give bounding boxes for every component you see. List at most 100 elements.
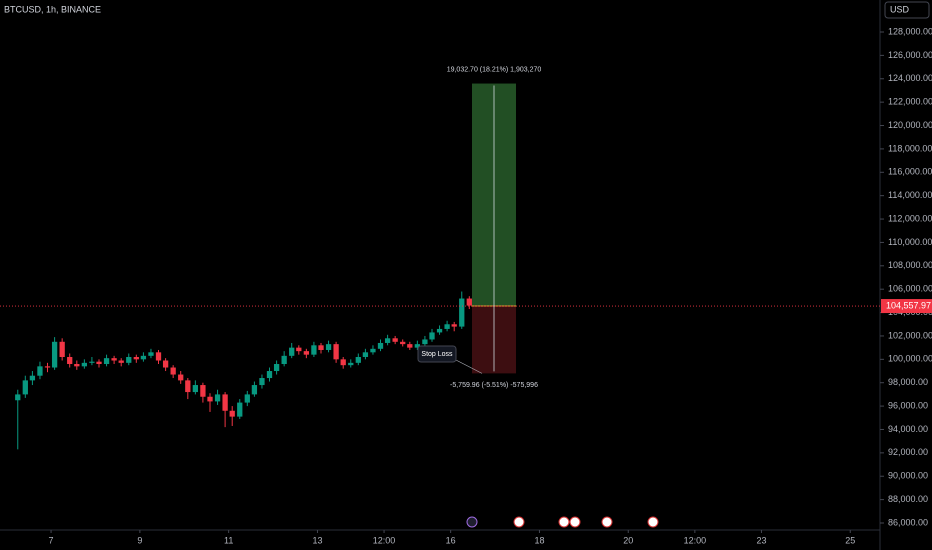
candle-body — [348, 362, 354, 366]
y-tick-label: 122,000.00 — [888, 97, 932, 107]
x-tick-label: 18 — [534, 535, 544, 545]
event-icon[interactable] — [513, 516, 525, 528]
y-tick-label: 120,000.00 — [888, 120, 932, 130]
x-tick-label: 13 — [312, 535, 322, 545]
candle-body — [111, 358, 117, 361]
candle-body — [178, 374, 184, 381]
candle-body — [392, 338, 398, 342]
last-price-tag — [881, 299, 932, 314]
x-tick-label: 12:00 — [373, 535, 396, 545]
y-tick-label: 106,000.00 — [888, 284, 932, 294]
candle-body — [185, 380, 191, 393]
y-tick-label: 94,000.00 — [888, 424, 928, 434]
candle-body — [325, 344, 332, 350]
candle-body — [281, 355, 287, 365]
candle-body — [44, 366, 51, 368]
x-tick-label: 23 — [756, 535, 766, 545]
candle-body — [229, 410, 235, 417]
candle-body — [155, 352, 162, 361]
candle-body — [37, 366, 43, 376]
candle-body — [140, 355, 147, 360]
candle-body — [296, 347, 302, 352]
candle-body — [466, 298, 472, 306]
candle-body — [340, 359, 346, 366]
y-tick-label: 92,000.00 — [888, 447, 928, 457]
candle-body — [29, 375, 36, 381]
candle-body — [318, 345, 324, 350]
candle-body — [89, 361, 95, 363]
candle-body — [414, 344, 420, 348]
y-tick-label: 108,000.00 — [888, 260, 932, 270]
x-tick-label: 16 — [446, 535, 456, 545]
event-icons — [466, 516, 659, 528]
target-label: 19,032.70 (18.21%) 1,903,270 — [447, 66, 542, 73]
event-icon[interactable] — [558, 516, 570, 528]
candle-body — [59, 341, 65, 357]
y-tick-label: 118,000.00 — [888, 143, 932, 153]
candle-body — [207, 396, 213, 402]
event-icon[interactable] — [569, 516, 581, 528]
y-tick-label: 96,000.00 — [888, 400, 928, 410]
candle-body — [259, 378, 265, 386]
y-tick-label: 126,000.00 — [888, 50, 932, 60]
x-tick-label: 20 — [623, 535, 633, 545]
x-tick-label: 11 — [224, 535, 233, 545]
candle-body — [244, 394, 250, 403]
stop-pointer — [451, 357, 483, 374]
candle-body — [214, 394, 221, 402]
candle-body — [311, 345, 317, 355]
candle-body — [222, 394, 228, 411]
symbol-title: BTCUSD, 1h, BINANCE — [4, 4, 101, 14]
candle-body — [237, 402, 243, 417]
candle-body — [200, 385, 206, 397]
event-icon[interactable] — [601, 516, 613, 528]
x-tick-label: 12:00 — [684, 535, 707, 545]
last-price-label: 104,557.97 — [886, 300, 931, 310]
candle-body — [400, 341, 406, 345]
currency-label[interactable]: USD — [890, 4, 910, 14]
candle-body — [15, 394, 21, 401]
candle-body — [333, 344, 339, 360]
candle-body — [407, 344, 413, 348]
candle-body — [96, 361, 102, 365]
x-tick-label: 7 — [49, 535, 54, 545]
candle-body — [67, 356, 73, 365]
y-tick-label: 102,000.00 — [888, 330, 932, 340]
candle-body — [429, 332, 435, 340]
y-tick-label: 110,000.00 — [888, 237, 932, 247]
candle-body — [251, 385, 258, 395]
y-tick-label: 98,000.00 — [888, 377, 928, 387]
candle-body — [81, 362, 88, 367]
candle-body — [362, 352, 369, 357]
x-tick-label: 9 — [137, 535, 142, 545]
plot-area — [15, 83, 516, 450]
candle-body — [266, 371, 273, 379]
candle-body — [451, 324, 457, 327]
candle-body — [148, 352, 154, 356]
stop-tag-box — [417, 345, 457, 363]
y-tick-label: 86,000.00 — [888, 517, 928, 527]
event-icon[interactable] — [647, 516, 659, 528]
candle-body — [103, 358, 110, 365]
candle-body — [459, 298, 465, 327]
candle-body — [422, 339, 428, 345]
candle-body — [273, 364, 280, 372]
y-tick-label: 114,000.00 — [888, 190, 932, 200]
event-icon[interactable] — [466, 516, 478, 528]
y-tick-label: 128,000.00 — [888, 26, 932, 36]
currency-button[interactable] — [884, 1, 930, 19]
candle-body — [51, 341, 58, 368]
candle-body — [126, 356, 132, 363]
y-tick-label: 116,000.00 — [888, 167, 932, 177]
candle-body — [118, 360, 124, 363]
candle-body — [384, 338, 391, 343]
y-tick-label: 112,000.00 — [888, 213, 932, 223]
y-tick-label: 88,000.00 — [888, 494, 928, 504]
stop-tag: Stop Loss — [421, 351, 453, 358]
candle-body — [133, 356, 139, 360]
candle-body — [444, 324, 450, 329]
x-tick-label: 25 — [845, 535, 855, 545]
y-tick-label: 124,000.00 — [888, 73, 932, 83]
